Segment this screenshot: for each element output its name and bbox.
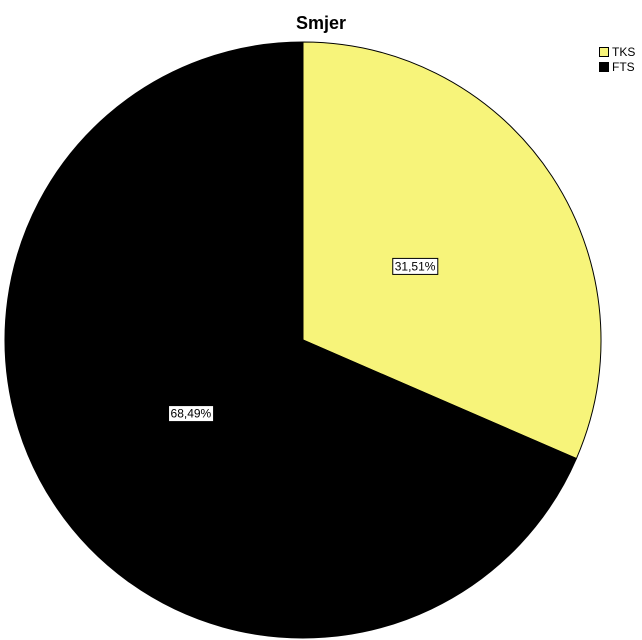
legend-swatch-tks bbox=[599, 46, 609, 57]
data-label-box-fts bbox=[168, 405, 215, 423]
pie-slice-fts bbox=[4, 41, 578, 639]
data-label-text-tks: 31,51% bbox=[395, 259, 436, 273]
data-label-fts: 68,49% bbox=[168, 405, 215, 423]
legend-label-tks: TKS bbox=[612, 44, 636, 59]
data-label-tks: 31,51% bbox=[392, 257, 439, 275]
legend: TKS FTS bbox=[599, 44, 635, 74]
data-label-box-tks bbox=[392, 257, 439, 275]
pie-slice-tks bbox=[302, 41, 602, 460]
legend-item-tks: TKS bbox=[599, 44, 635, 59]
legend-item-fts: FTS bbox=[599, 59, 635, 74]
legend-label-fts: FTS bbox=[612, 59, 635, 74]
legend-swatch-fts bbox=[599, 61, 609, 72]
chart-title: Smjer bbox=[295, 13, 347, 33]
data-label-text-fts: 68,49% bbox=[171, 407, 212, 421]
